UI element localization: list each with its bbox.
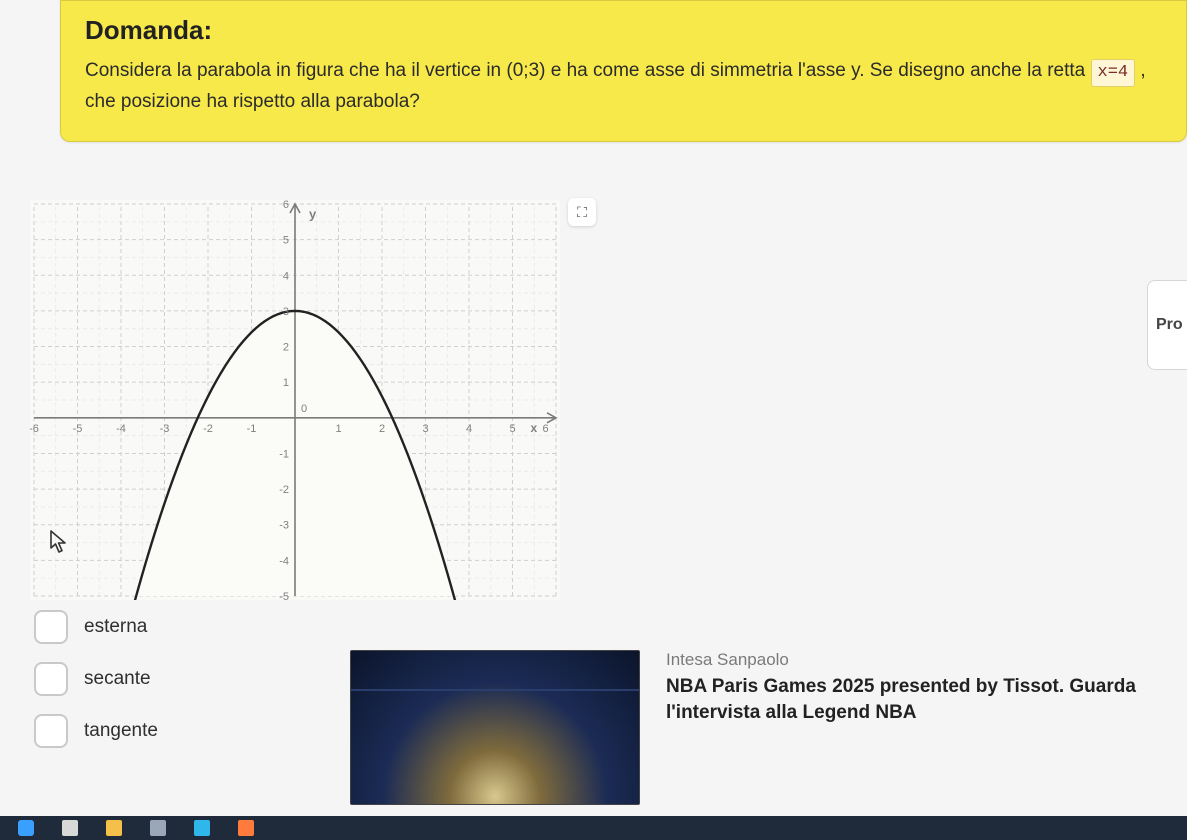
question-heading: Domanda:: [85, 15, 1162, 46]
svg-text:4: 4: [283, 270, 289, 282]
svg-text:-4: -4: [116, 423, 126, 435]
answers-list: esterna secante tangente: [34, 610, 158, 766]
question-body: Considera la parabola in figura che ha i…: [85, 56, 1162, 117]
svg-text:-6: -6: [30, 423, 39, 435]
svg-text:5: 5: [509, 423, 515, 435]
svg-text:-4: -4: [279, 555, 289, 567]
ad-thumbnail: [350, 650, 640, 805]
svg-text:-2: -2: [203, 423, 213, 435]
svg-text:-3: -3: [279, 520, 289, 532]
svg-text:4: 4: [466, 423, 472, 435]
store-icon[interactable]: [238, 820, 254, 836]
ad-title: NBA Paris Games 2025 presented by Tissot…: [666, 674, 1166, 725]
answer-label-esterna: esterna: [84, 616, 147, 638]
parabola-chart: -6-5-4-3-2-1012345-5-4-3-2-1123456x6y: [30, 200, 560, 600]
svg-text:-3: -3: [160, 423, 170, 435]
answer-label-tangente: tangente: [84, 720, 158, 742]
svg-text:x: x: [531, 421, 538, 435]
svg-text:-1: -1: [279, 448, 289, 460]
answer-option-esterna[interactable]: esterna: [34, 610, 158, 644]
svg-text:6: 6: [283, 200, 289, 211]
svg-text:1: 1: [335, 423, 341, 435]
side-tab-label: Pro: [1156, 316, 1183, 334]
svg-text:-5: -5: [279, 591, 289, 600]
svg-text:y: y: [309, 206, 317, 221]
scan-icon[interactable]: ⛶: [568, 198, 596, 226]
page-root: Domanda: Considera la parabola in figura…: [0, 0, 1187, 840]
answer-label-secante: secante: [84, 668, 151, 690]
svg-text:-1: -1: [247, 423, 257, 435]
taskbar: [0, 816, 1187, 840]
ad-text: Intesa Sanpaolo NBA Paris Games 2025 pre…: [666, 650, 1166, 725]
answer-option-secante[interactable]: secante: [34, 662, 158, 696]
start-icon[interactable]: [18, 820, 34, 836]
svg-text:3: 3: [422, 423, 428, 435]
side-tab-pro[interactable]: Pro: [1147, 280, 1187, 370]
chart-container: -6-5-4-3-2-1012345-5-4-3-2-1123456x6y ⛶: [30, 200, 560, 600]
svg-text:3: 3: [283, 306, 289, 318]
explorer-icon[interactable]: [106, 820, 122, 836]
svg-text:-2: -2: [279, 484, 289, 496]
svg-text:1: 1: [283, 377, 289, 389]
svg-text:-5: -5: [73, 423, 83, 435]
svg-text:0: 0: [301, 403, 307, 415]
question-text-before: Considera la parabola in figura che ha i…: [85, 60, 1091, 81]
answer-checkbox-tangente[interactable]: [34, 714, 68, 748]
ad-block[interactable]: Intesa Sanpaolo NBA Paris Games 2025 pre…: [350, 650, 1166, 805]
answer-checkbox-secante[interactable]: [34, 662, 68, 696]
svg-text:2: 2: [283, 342, 289, 354]
answer-checkbox-esterna[interactable]: [34, 610, 68, 644]
svg-text:2: 2: [379, 423, 385, 435]
ad-brand: Intesa Sanpaolo: [666, 650, 1166, 670]
question-box: Domanda: Considera la parabola in figura…: [60, 0, 1187, 142]
svg-text:6: 6: [543, 423, 549, 435]
svg-text:5: 5: [283, 235, 289, 247]
search-icon[interactable]: [62, 820, 78, 836]
question-formula: x=4: [1091, 59, 1136, 87]
answer-option-tangente[interactable]: tangente: [34, 714, 158, 748]
task-icon[interactable]: [150, 820, 166, 836]
edge-icon[interactable]: [194, 820, 210, 836]
